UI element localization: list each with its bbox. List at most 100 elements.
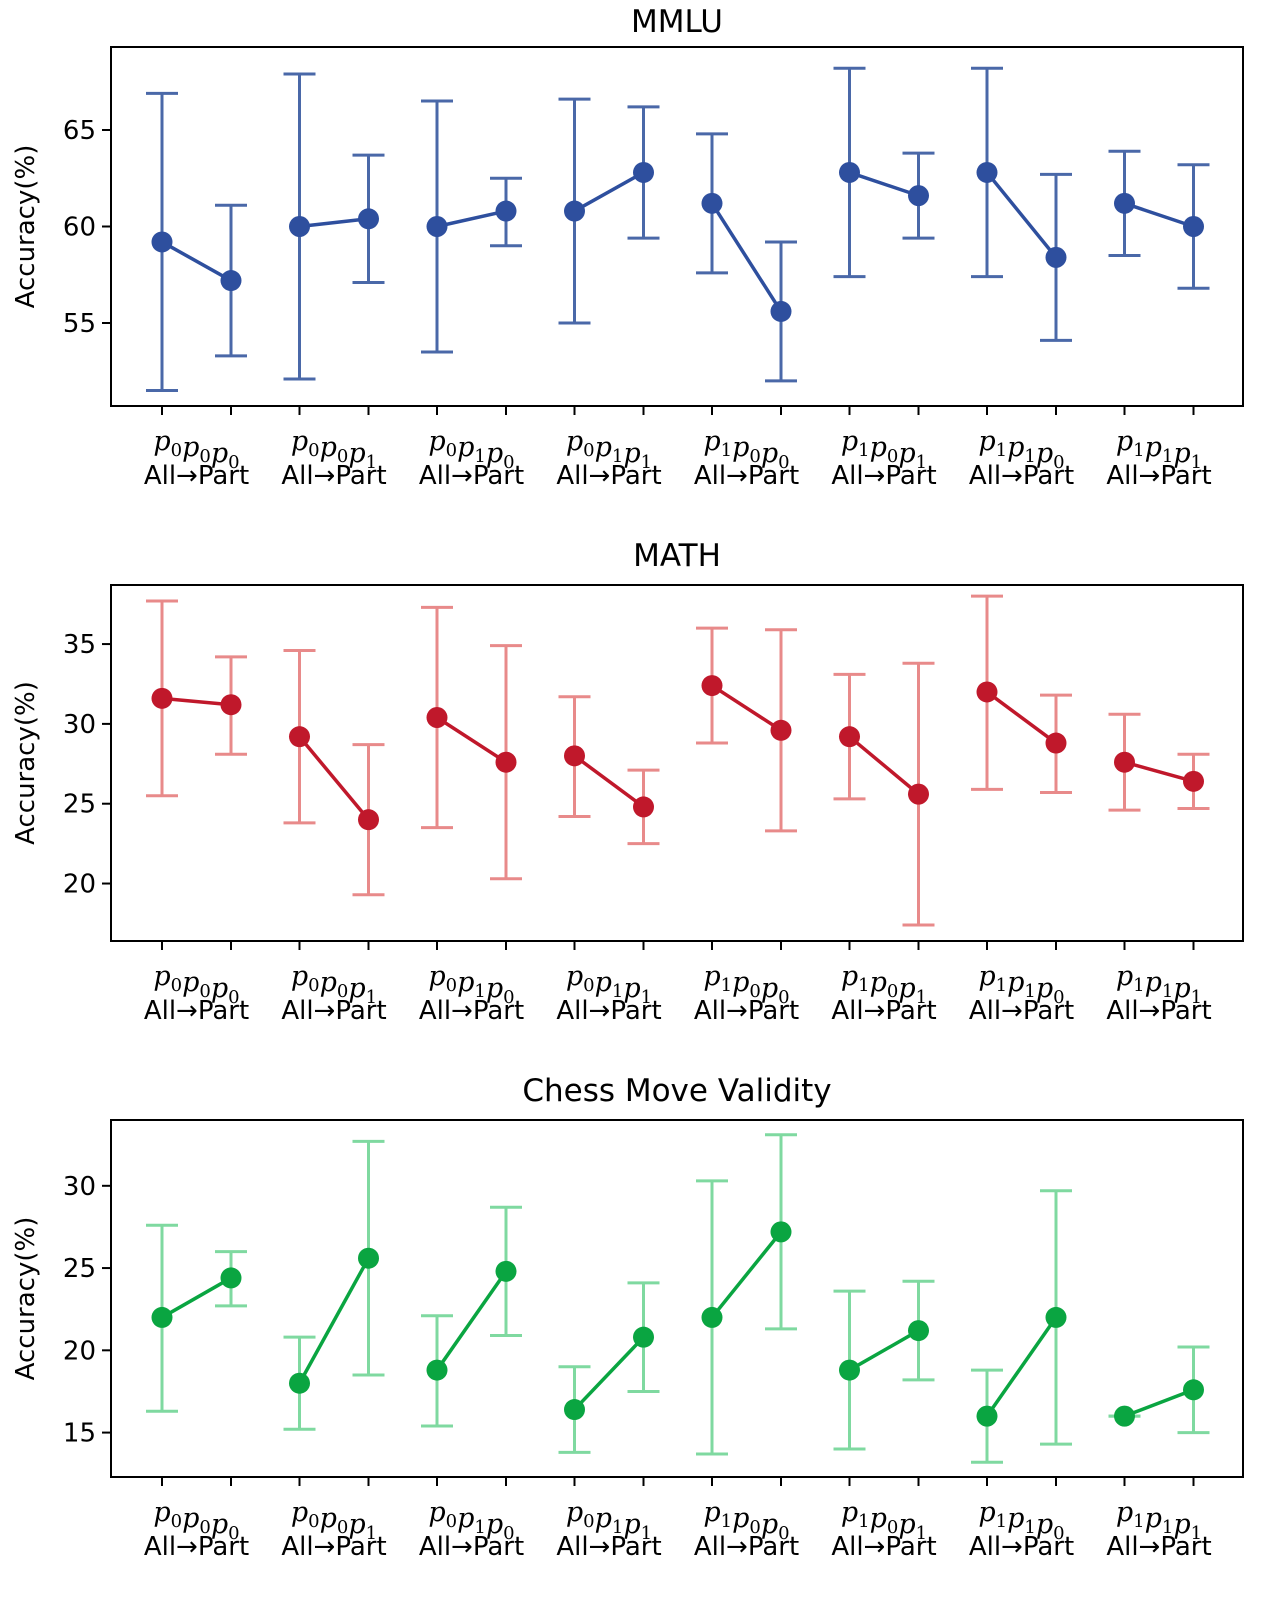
data-point	[220, 1267, 242, 1289]
x-tick-label-symbols: p0p1p1	[566, 1497, 652, 1544]
data-point	[701, 675, 723, 697]
x-tick-label-direction: All→Part	[281, 1532, 386, 1562]
y-axis-label: Accuracy(%)	[11, 145, 41, 309]
x-tick-label-direction: All→Part	[556, 461, 661, 491]
series-line	[848, 735, 920, 796]
x-tick-label-symbols: p0p1p0	[428, 961, 514, 1008]
x-tick-label-direction: All→Part	[969, 1532, 1074, 1562]
series-line	[161, 696, 232, 707]
x-tick-label-symbols: p0p0p1	[291, 961, 377, 1008]
y-tick-label: 65	[63, 116, 96, 146]
x-tick-label-symbols: p0p1p0	[428, 1497, 514, 1544]
x-tick-label-direction: All→Part	[144, 461, 249, 491]
data-point	[976, 1405, 998, 1427]
data-point	[564, 745, 585, 767]
data-point	[564, 200, 585, 222]
x-tick-label-symbols: p0p1p0	[428, 426, 514, 473]
data-point	[976, 681, 998, 703]
x-tick-label-direction: All→Part	[831, 461, 936, 491]
y-tick-label: 30	[63, 1172, 96, 1202]
data-point	[426, 216, 448, 237]
data-point	[426, 707, 448, 729]
data-point	[564, 1399, 585, 1421]
x-tick-label-symbols: p0p0p0	[153, 426, 239, 473]
data-point	[770, 300, 792, 322]
data-point	[289, 1372, 310, 1394]
series-line	[298, 735, 370, 821]
series-line	[297, 1257, 371, 1385]
series-line	[161, 240, 232, 283]
data-point	[1183, 1379, 1204, 1401]
chart-panel-3: Chess Move Validity Accuracy(%) 15 20 25 30 p0…	[11, 1073, 1244, 1562]
data-point	[1114, 1405, 1135, 1427]
x-tick-label-symbols: p1p1p1	[1116, 961, 1202, 1008]
x-tick-label-symbols: p1p1p1	[1116, 426, 1202, 473]
data-point	[701, 192, 723, 214]
data-point	[701, 1306, 723, 1328]
data-point	[1183, 770, 1204, 792]
series-line	[436, 209, 507, 229]
data-point	[495, 751, 517, 773]
x-tick-label-symbols: p0p1p1	[566, 961, 652, 1008]
series-line	[573, 754, 645, 809]
x-tick-label-direction: All→Part	[144, 996, 249, 1026]
x-tick-label-direction: All→Part	[556, 1532, 661, 1562]
data-point	[908, 1320, 929, 1342]
plot-frame	[110, 46, 1244, 407]
series-line	[848, 1329, 920, 1372]
data-point	[358, 208, 379, 230]
plot-frame	[110, 584, 1244, 942]
data-point	[908, 783, 929, 805]
data-point	[220, 694, 242, 716]
x-tick-label-symbols: p1p1p0	[978, 961, 1064, 1008]
data-point	[839, 161, 860, 183]
series-line	[985, 690, 1058, 745]
x-tick-label-direction: All→Part	[419, 1532, 524, 1562]
data-point	[839, 1359, 860, 1381]
chart-panel-2: MATHAccuracy(%)20253035p0p0p0All→Partp0p…	[11, 538, 1244, 1026]
y-tick-label: 55	[63, 309, 96, 339]
x-tick-label-direction: All→Part	[281, 996, 386, 1026]
y-tick-label: 35	[63, 630, 96, 660]
data-point	[289, 216, 310, 237]
chart-title: MATH	[633, 538, 721, 574]
x-tick-label-symbols: p1p1p1	[1116, 1497, 1202, 1544]
y-axis-label: Accuracy(%)	[11, 681, 41, 845]
series-line	[1123, 201, 1195, 229]
series-line	[436, 716, 507, 764]
x-tick-label-direction: All→Part	[281, 461, 386, 491]
x-tick-label-symbols: p0p0p1	[291, 426, 377, 473]
data-point	[633, 796, 654, 818]
x-tick-label-direction: All→Part	[419, 461, 524, 491]
x-tick-label-symbols: p1p0p0	[703, 961, 789, 1008]
data-point	[633, 161, 654, 183]
x-tick-label-direction: All→Part	[969, 996, 1074, 1026]
x-tick-label-direction: All→Part	[1106, 461, 1211, 491]
data-point	[151, 1306, 173, 1328]
x-tick-label-direction: All→Part	[1106, 996, 1211, 1026]
data-point	[1114, 192, 1135, 214]
data-point	[1045, 246, 1067, 268]
series-line	[1124, 760, 1194, 784]
data-point	[151, 687, 173, 709]
data-point	[1045, 732, 1067, 754]
data-point	[1045, 1306, 1067, 1328]
y-tick-label: 25	[63, 790, 96, 820]
data-point	[1114, 751, 1135, 773]
x-tick-label-symbols: p1p0p0	[703, 1497, 789, 1544]
x-tick-label-direction: All→Part	[831, 996, 936, 1026]
series-line	[985, 171, 1058, 259]
data-point	[358, 1247, 379, 1269]
x-tick-label-symbols: p0p0p0	[153, 1497, 239, 1544]
y-tick-label: 30	[63, 710, 96, 740]
x-tick-label-symbols: p1p0p1	[841, 961, 927, 1008]
data-point	[426, 1359, 448, 1381]
data-point	[839, 726, 860, 748]
chart-title: Chess Move Validity	[522, 1073, 831, 1109]
data-point	[495, 200, 517, 222]
data-point	[770, 1221, 792, 1243]
data-point	[633, 1326, 654, 1348]
x-tick-label-symbols: p1p1p0	[978, 1497, 1064, 1544]
x-tick-label-direction: All→Part	[144, 1532, 249, 1562]
